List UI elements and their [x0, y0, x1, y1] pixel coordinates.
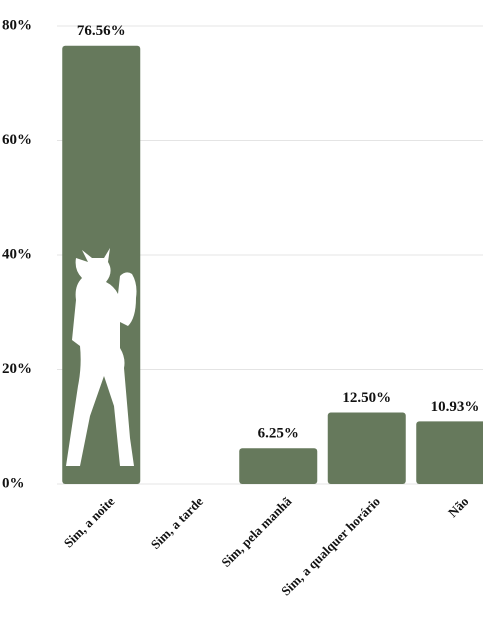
y-tick-label: 0%: [2, 475, 25, 491]
value-label: 12.50%: [342, 390, 391, 406]
bar: [327, 412, 406, 484]
bar: [416, 421, 483, 484]
y-tick-label: 20%: [2, 361, 32, 377]
x-tick-label: Não: [445, 494, 471, 520]
y-tick-label: 40%: [2, 246, 32, 262]
y-tick-label: 60%: [2, 132, 32, 148]
value-label: 76.56%: [77, 23, 126, 39]
bar: [239, 448, 318, 484]
silhouette: [66, 248, 137, 466]
value-label: 6.25%: [258, 426, 299, 442]
x-tick-label: Sim, pela manhã: [218, 493, 295, 570]
x-tick-label: Sim, a qualquer horário: [278, 494, 383, 599]
x-tick-label: Sim, a tarde: [148, 493, 207, 552]
y-tick-label: 80%: [2, 17, 32, 33]
x-tick-label: Sim, a noite: [61, 493, 118, 550]
value-label: 10.93%: [431, 399, 480, 415]
